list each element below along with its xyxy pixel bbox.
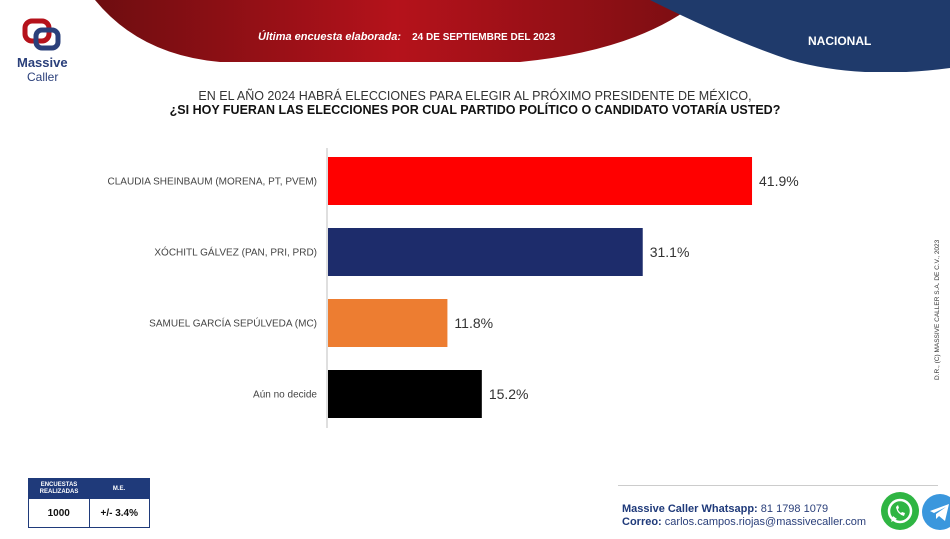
- category-label-2: SAMUEL GARCÍA SEPÚLVEDA (MC): [149, 317, 317, 330]
- whatsapp-number[interactable]: 81 1798 1079: [760, 503, 829, 515]
- question-line1: EN EL AÑO 2024 HABRÁ ELECCIONES PARA ELE…: [198, 89, 752, 103]
- value-label-2: 11.8%: [454, 315, 493, 331]
- contact-whatsapp: Massive Caller Whatsapp: 81 1798 1079: [622, 503, 828, 515]
- category-label-0: CLAUDIA SHEINBAUM (MORENA, PT, PVEM): [108, 177, 317, 188]
- scope-label: NACIONAL: [808, 34, 872, 48]
- massive-caller-logo-icon: [12, 18, 82, 88]
- survey-date-label: Última encuesta elaborada: 24 DE SEPTIEM…: [258, 31, 555, 43]
- bar-2: [328, 299, 448, 347]
- email-label: Correo:: [622, 516, 662, 528]
- stats-col2-header: M.E.: [112, 485, 126, 492]
- question-line2: ¿SI HOY FUERAN LAS ELECCIONES POR CUAL P…: [169, 103, 781, 117]
- value-label-3: 15.2%: [489, 386, 529, 402]
- stats-col2-value: +/- 3.4%: [100, 507, 139, 519]
- email-address[interactable]: carlos.campos.riojas@massivecaller.com: [664, 516, 867, 528]
- header-banner: [0, 0, 950, 72]
- whatsapp-icon[interactable]: [881, 492, 919, 530]
- stats-col1-header: ENCUESTAS REALIZADAS: [39, 482, 79, 495]
- header-banner-shape: [95, 0, 950, 72]
- whatsapp-label: Massive Caller Whatsapp:: [622, 503, 758, 515]
- stats-value-row: 1000 +/- 3.4%: [29, 499, 149, 527]
- value-label-1: 31.1%: [650, 244, 690, 260]
- footer-divider: [618, 485, 938, 486]
- contact-email: Correo: carlos.campos.riojas@massivecall…: [622, 516, 866, 528]
- bar-1: [328, 228, 643, 276]
- brand-name-line1: Massive: [17, 55, 68, 70]
- stats-table: ENCUESTAS REALIZADAS M.E. 1000 +/- 3.4%: [28, 478, 150, 528]
- copyright-vertical: D.R., (C) MASSIVE CALLER S.A. DE C.V., 2…: [934, 210, 946, 380]
- stats-header-row: ENCUESTAS REALIZADAS M.E.: [29, 479, 149, 499]
- copyright-text: D.R., (C) MASSIVE CALLER S.A. DE C.V., 2…: [934, 239, 941, 380]
- stats-col1-value: 1000: [29, 499, 90, 527]
- telegram-icon[interactable]: [922, 494, 950, 530]
- bar-3: [328, 370, 482, 418]
- survey-label: Última encuesta elaborada:: [258, 31, 402, 43]
- category-label-3: Aún no decide: [253, 390, 317, 401]
- survey-date: 24 DE SEPTIEMBRE DEL 2023: [412, 32, 556, 43]
- brand-name-line2: Caller: [27, 70, 59, 84]
- category-label-1: XÓCHITL GÁLVEZ (PAN, PRI, PRD): [154, 246, 317, 259]
- bar-0: [328, 157, 753, 205]
- value-label-0: 41.9%: [759, 173, 799, 189]
